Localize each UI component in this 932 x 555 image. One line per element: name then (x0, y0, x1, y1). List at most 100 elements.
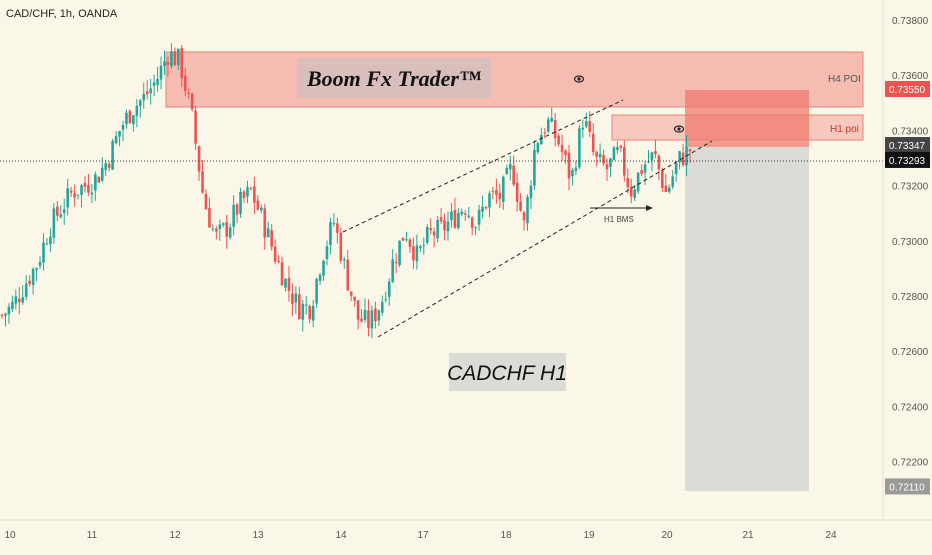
candle-body (612, 147, 616, 161)
candle-body (356, 300, 360, 320)
candle-body (567, 152, 571, 179)
candle-body (377, 310, 381, 321)
candle-body (311, 305, 315, 321)
candle-body (336, 223, 339, 233)
channel-upper-line[interactable] (342, 99, 624, 233)
candle-body (118, 130, 121, 137)
candle-body (470, 217, 474, 228)
pair-watermark: CADCHF H1 (447, 362, 567, 385)
candle-body (529, 185, 533, 199)
candle-body (581, 127, 585, 130)
brand-watermark: Boom Fx Trader™ (306, 66, 482, 91)
candle-body (605, 164, 609, 170)
candle-body (550, 117, 554, 122)
symbol-title[interactable]: CAD/CHF, 1h, OANDA (6, 8, 118, 20)
candle-body (381, 302, 384, 313)
candle-body (526, 197, 529, 224)
candle-body (578, 128, 581, 168)
candle-body (346, 259, 350, 291)
candle-body (52, 208, 56, 238)
candle-body (342, 259, 346, 261)
candle-body (457, 212, 460, 228)
y-tick-label: 0.73000 (892, 237, 929, 248)
candle-body (291, 293, 294, 304)
candle-body (439, 217, 443, 222)
candle-body (259, 207, 263, 211)
candle-body (502, 176, 505, 202)
candle-body (194, 110, 197, 144)
candle-body (239, 191, 242, 214)
candle-body (450, 211, 453, 221)
y-axis[interactable]: 0.73800 0.73600 0.73400 0.73200 0.73000 0.728… (892, 16, 929, 469)
candle-body (14, 296, 18, 304)
candle-body (132, 115, 135, 125)
candle-body (253, 186, 256, 203)
candle-body (69, 190, 73, 193)
candle-body (215, 228, 218, 232)
candle-body (654, 151, 657, 155)
candle-body (100, 167, 104, 181)
candle-body (218, 224, 222, 230)
candle-body (42, 242, 45, 263)
y-tick-label: 0.72400 (892, 402, 929, 413)
pair-watermark-bg (449, 353, 566, 391)
candle-body (332, 223, 336, 225)
candle-body (536, 143, 540, 153)
candle-body (263, 208, 267, 238)
price-tag: 0.73293 (889, 156, 926, 167)
candle-body (225, 222, 229, 237)
candle-body (564, 150, 567, 156)
candle-body (17, 298, 21, 303)
candle-body (80, 185, 83, 195)
candle-body (221, 223, 225, 225)
candle-body (557, 135, 560, 145)
candle-body (678, 151, 681, 163)
candle-body (59, 214, 63, 218)
target-box[interactable] (685, 147, 809, 491)
x-tick-label: 19 (583, 530, 595, 541)
candle-body (588, 121, 592, 132)
candle-body (481, 206, 484, 212)
eye-icon[interactable] (573, 75, 585, 83)
candle-body (425, 226, 429, 243)
candle-body (156, 79, 159, 85)
y-tick-label: 0.72600 (892, 347, 929, 358)
candle-body (24, 283, 28, 297)
candle-body (360, 318, 363, 322)
candle-body (190, 93, 194, 110)
candle-body (498, 192, 502, 200)
candle-body (28, 280, 31, 284)
candle-body (432, 231, 436, 236)
candle-body (284, 278, 287, 288)
x-axis[interactable]: 10 11 12 13 14 17 18 19 20 21 24 (4, 530, 837, 541)
candle-body (477, 209, 481, 225)
candle-body (546, 119, 550, 132)
candle-body (543, 132, 547, 134)
candle-body (87, 185, 90, 193)
x-tick-label: 21 (742, 530, 754, 541)
candle-body (688, 149, 692, 152)
h1-zone-label: H1 poi (830, 124, 859, 135)
candle-body (138, 100, 142, 107)
candle-body (235, 204, 239, 215)
channel-lower-line[interactable] (377, 140, 713, 338)
candle-body (574, 167, 578, 171)
candle-body (11, 301, 14, 310)
candle-body (49, 236, 52, 245)
eye-icon[interactable] (673, 125, 685, 133)
price-tag-bg (885, 151, 930, 168)
candle-body (242, 191, 246, 198)
x-tick-label: 14 (335, 530, 347, 541)
candle-body (149, 88, 152, 94)
candle-body (246, 187, 249, 197)
candle-body (367, 310, 370, 328)
candle-body (401, 237, 405, 241)
candle-body (533, 149, 536, 186)
candle-body (443, 220, 446, 231)
candle-body (121, 124, 125, 130)
y-tick-label: 0.73200 (892, 182, 929, 193)
stop-loss-box[interactable] (685, 90, 809, 147)
candle-body (495, 189, 498, 195)
candle-body (114, 136, 118, 144)
